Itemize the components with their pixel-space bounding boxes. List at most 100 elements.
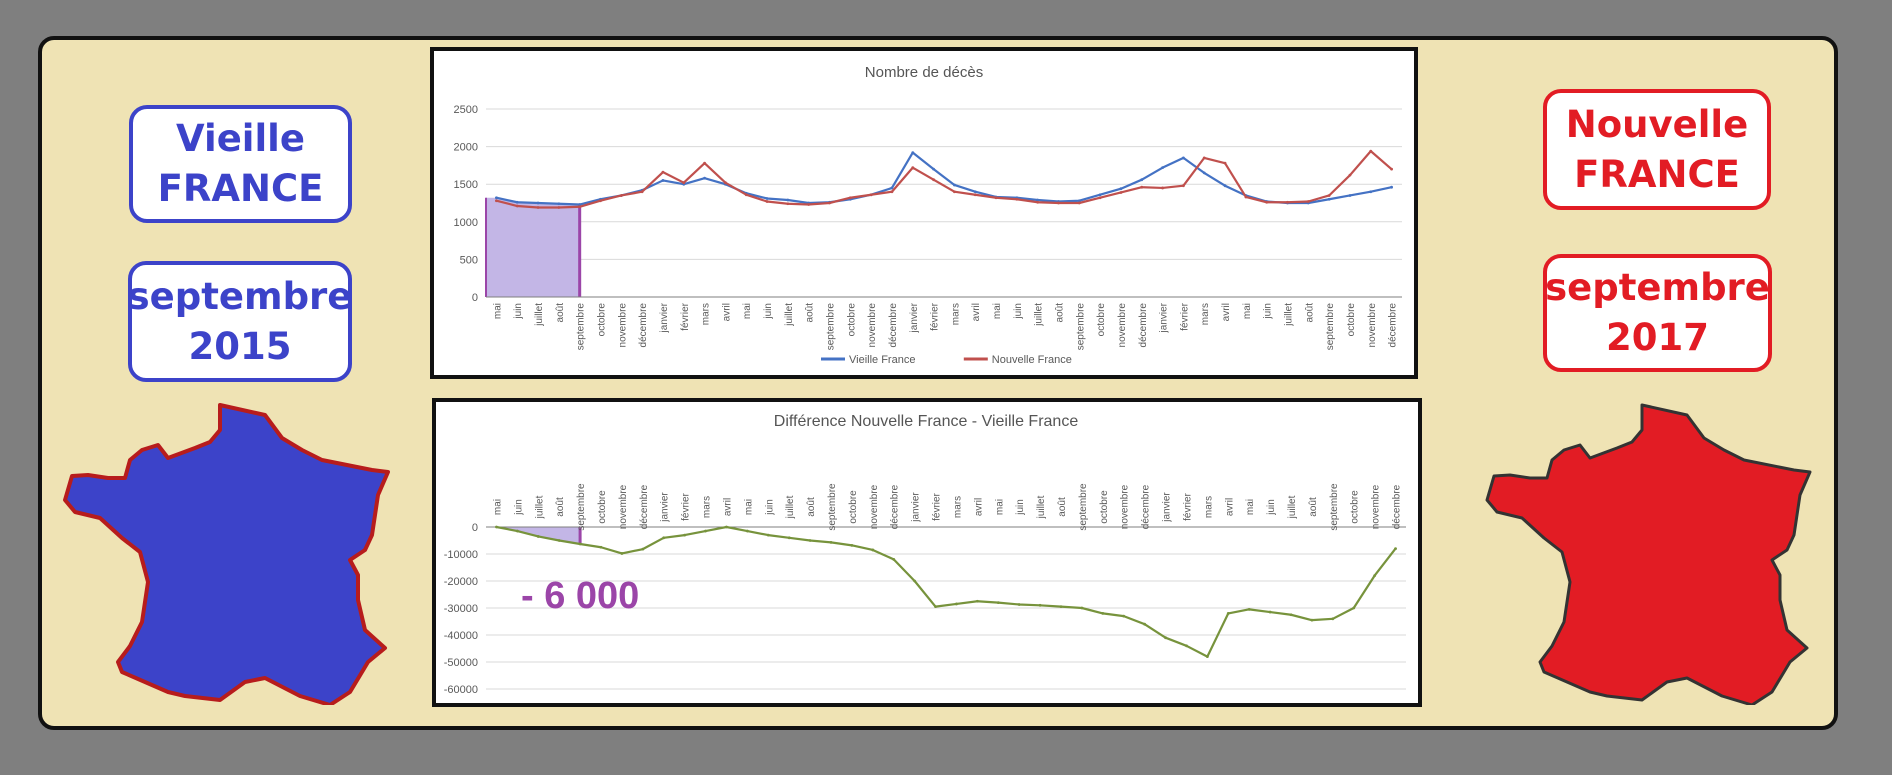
diff-y-tick-label: -20000 <box>444 576 478 588</box>
diff-series-1-point <box>1080 606 1084 610</box>
nouvelle-france-date: septembre 2017 <box>1543 254 1772 372</box>
deaths-series-2-point <box>1327 194 1331 197</box>
diff-x-tick-label: mai <box>994 499 1005 515</box>
deaths-series-1-point <box>515 200 519 204</box>
deaths-x-tick-label: mai <box>992 303 1003 319</box>
diff-series-line-1 <box>496 525 1397 658</box>
deaths-series-2-point <box>848 196 852 200</box>
deaths-x-tick-label: mars <box>701 303 712 325</box>
diff-x-tick-label: juillet <box>1287 495 1298 519</box>
diff-x-tick-label: décembre <box>1392 484 1403 529</box>
deaths-x-tick-label: juin <box>1013 303 1024 320</box>
deaths-x-tick-label: septembre <box>826 303 837 351</box>
deaths-x-tick-label: avril <box>721 303 732 321</box>
deaths-series-1-point <box>1369 190 1373 194</box>
diff-x-tick-label: février <box>932 492 943 520</box>
deaths-series-2-point <box>515 204 519 208</box>
deaths-series-2-point <box>557 206 561 209</box>
deaths-chart: Nombre de décès 0 500 1000 1500 2000 2500 mai j… <box>430 47 1418 379</box>
deaths-x-tick-label: novembre <box>1117 303 1128 348</box>
diff-x-tick-label: octobre <box>597 490 608 524</box>
deaths-series-2-point <box>1202 156 1206 160</box>
diff-x-tick-label: juin <box>1266 499 1277 516</box>
deaths-x-tick-label: juillet <box>534 303 545 327</box>
deaths-series-2-point <box>953 190 956 194</box>
deaths-series-2-point <box>682 181 686 185</box>
deaths-series-1-point <box>1390 185 1393 189</box>
deaths-series-2-point <box>1015 197 1019 201</box>
deaths-series-2-point <box>1223 161 1227 165</box>
deaths-series-2-point <box>495 199 498 203</box>
deaths-series-1-point <box>1077 199 1081 203</box>
deaths-x-tick-label: avril <box>971 303 982 321</box>
deaths-y-tick-label: 500 <box>460 254 478 266</box>
diff-x-tick-label: novembre <box>1120 484 1131 529</box>
deaths-series-2-point <box>1057 201 1060 205</box>
deaths-x-tick-label: février <box>680 302 691 330</box>
diff-series-1-point <box>1038 603 1042 607</box>
deaths-series-1-point <box>890 186 894 190</box>
deaths-x-tick-label: février <box>930 302 941 330</box>
france-map-red-icon <box>1485 403 1812 705</box>
deaths-series-1-point <box>1327 197 1331 201</box>
diff-y-tick-label: -10000 <box>444 549 478 561</box>
diff-series-1-point <box>1310 618 1314 622</box>
deaths-series-2-point <box>703 161 706 165</box>
deaths-x-tick-label: janvier <box>1159 302 1170 333</box>
vieille-france-label: Vieille FRANCE <box>129 105 352 223</box>
diff-series-1-point <box>808 539 812 542</box>
diff-x-tick-label: avril <box>722 498 733 516</box>
diff-x-tick-label: octobre <box>1350 490 1361 524</box>
diff-x-tick-label: août <box>555 497 566 517</box>
deaths-series-1-point <box>973 190 977 194</box>
deaths-x-tick-label: décembre <box>1138 303 1149 348</box>
difference-annotation: - 6 000 <box>521 575 639 617</box>
diff-x-tick-label: janvier <box>911 492 922 523</box>
deaths-series-2-point <box>1390 167 1393 171</box>
diff-series-1-point <box>955 602 958 606</box>
diff-series-1-point <box>1164 636 1167 640</box>
diff-series-1-point <box>515 529 519 533</box>
deaths-y-tick-label: 0 <box>472 292 478 304</box>
diff-series-1-point <box>1247 607 1251 611</box>
diff-series-1-point <box>662 536 666 540</box>
deaths-series-2-point <box>869 193 873 197</box>
diff-series-1-point <box>599 545 603 549</box>
deaths-series-1-point <box>1036 198 1040 202</box>
deaths-series-2-point <box>1077 201 1081 205</box>
diff-series-1-point <box>1289 613 1293 617</box>
deaths-x-tick-label: mai <box>1242 303 1253 319</box>
diff-series-1-point <box>975 599 979 603</box>
deaths-x-tick-label: novembre <box>867 303 878 348</box>
deaths-series-2-point <box>807 203 811 206</box>
diff-x-tick-label: février <box>1182 492 1193 520</box>
diff-x-tick-label: juillet <box>785 495 796 519</box>
deaths-series-2-point <box>994 196 998 200</box>
deaths-y-tick-label: 2500 <box>454 104 478 116</box>
deaths-series-2-point <box>1286 200 1289 204</box>
diff-series-1-point <box>1205 655 1209 658</box>
deaths-series-2-point <box>578 205 582 209</box>
diff-series-1-point <box>578 542 582 546</box>
diff-series-1-point <box>1226 612 1230 615</box>
deaths-series-2-point <box>536 206 540 209</box>
deaths-series-1-point <box>1119 187 1123 191</box>
deaths-x-tick-label: décembre <box>638 303 649 348</box>
diff-x-tick-label: avril <box>1224 498 1235 516</box>
difference-chart: Différence Nouvelle France - Vieille Fra… <box>432 398 1422 707</box>
diff-series-1-point <box>1352 606 1356 610</box>
diff-series-1-point <box>913 579 917 583</box>
deaths-series-2-point <box>1036 200 1040 204</box>
diff-y-tick-label: 0 <box>472 522 478 534</box>
deaths-series-2-point <box>1306 200 1310 203</box>
deaths-series-2-point <box>640 190 644 194</box>
diff-x-tick-label: août <box>806 497 817 517</box>
deaths-series-2-point <box>973 193 977 197</box>
deaths-x-tick-label: novembre <box>1367 303 1378 348</box>
diff-series-1-point <box>892 558 896 561</box>
deaths-x-tick-label: juillet <box>1284 303 1295 327</box>
diff-series-1-point <box>1143 622 1147 626</box>
deaths-legend-label: Vieille France <box>849 354 915 366</box>
diff-series-1-point <box>1059 605 1063 609</box>
